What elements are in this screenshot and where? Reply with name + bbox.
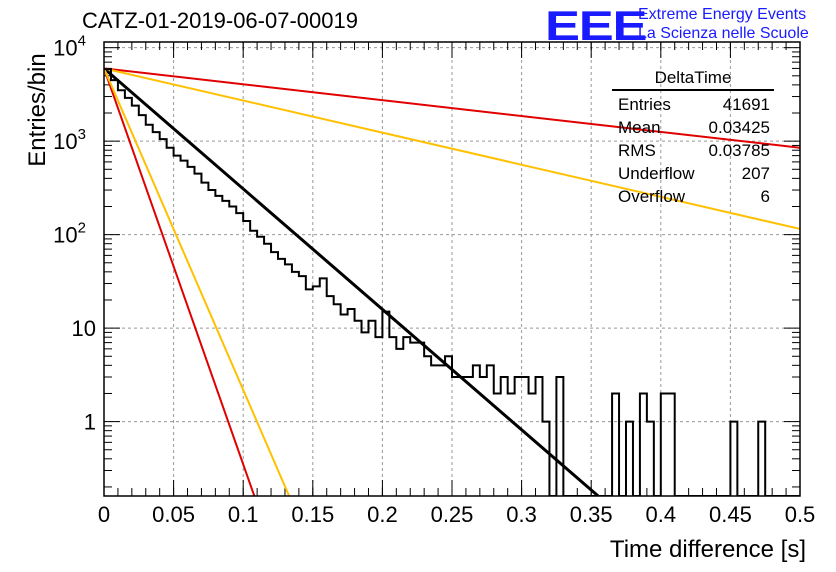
logo-line-2: La Scienza nelle Scuole: [638, 25, 809, 42]
fit-line: [104, 67, 600, 496]
x-tick-label: 0.1: [228, 502, 259, 527]
y-tick-label: 1: [84, 410, 96, 435]
stats-value: 6: [760, 187, 770, 206]
stats-label: Underflow: [618, 164, 695, 183]
x-axis-label: Time difference [s]: [609, 536, 806, 563]
x-tick-label: 0.05: [152, 502, 195, 527]
stats-row: Mean 0.03425: [612, 116, 774, 139]
y-axis-label: Entries/bin: [24, 53, 51, 167]
x-tick-label: 0.2: [367, 502, 398, 527]
x-tick-label: 0.25: [431, 502, 474, 527]
stats-label: Overflow: [618, 187, 686, 206]
stats-label: RMS: [618, 141, 656, 160]
x-tick-label: 0: [98, 502, 110, 527]
x-tick-label: 0.4: [646, 502, 677, 527]
stats-row: Overflow 6: [612, 185, 774, 208]
fit-line: [104, 68, 291, 496]
stats-value: 41691: [722, 95, 770, 114]
x-tick-label: 0.15: [291, 502, 334, 527]
stats-title: DeltaTime: [612, 68, 774, 91]
eee-logo: EEE: [545, 2, 648, 49]
y-tick-label: 102: [53, 220, 86, 248]
stats-box: DeltaTime Entries 41691 Mean 0.03425 RMS 0.…: [612, 68, 774, 208]
y-tick-label: 104: [53, 33, 86, 61]
stats-label: Mean: [618, 118, 661, 137]
y-tick-exponent: 2: [78, 220, 86, 237]
fit-line: [104, 68, 256, 496]
fit-line: [104, 67, 800, 230]
stats-label: Entries: [618, 95, 671, 114]
x-tick-label: 0.45: [709, 502, 752, 527]
y-tick-exponent: 3: [78, 126, 86, 143]
x-tick-label: 0.5: [785, 502, 816, 527]
y-tick-base: 10: [53, 129, 77, 154]
logo-line-1: Extreme Energy Events: [638, 6, 807, 23]
stats-value: 207: [741, 164, 770, 183]
chart-title: CATZ-01-2019-06-07-00019: [82, 8, 358, 33]
fit-line: [104, 67, 800, 149]
stats-row: RMS 0.03785: [612, 139, 774, 162]
y-tick-label: 103: [53, 126, 86, 154]
x-tick-label: 0.3: [506, 502, 537, 527]
stats-value: 0.03785: [708, 141, 770, 160]
stats-row: Entries 41691: [612, 93, 774, 116]
y-tick-label: 10: [72, 316, 96, 341]
x-tick-label: 0.35: [570, 502, 613, 527]
stats-row: Underflow 207: [612, 162, 774, 185]
y-tick-exponent: 4: [78, 33, 86, 50]
stats-value: 0.03425: [708, 118, 770, 137]
y-tick-base: 10: [53, 223, 77, 248]
y-tick-base: 10: [53, 36, 77, 61]
histogram: [104, 68, 800, 496]
